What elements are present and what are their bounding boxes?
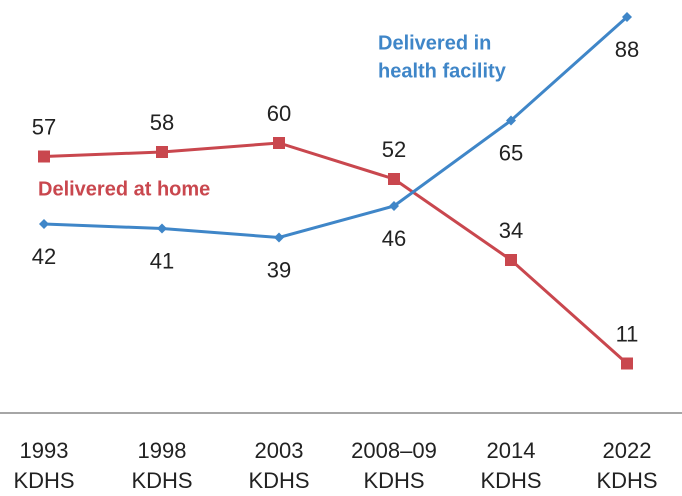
marker (506, 115, 516, 126)
series-label: health facility (378, 60, 507, 82)
marker (622, 12, 632, 22)
x-tick-label: KDHS (248, 468, 309, 493)
marker (274, 232, 284, 243)
x-tick-label: 2014 (487, 438, 536, 463)
series-line (43, 15, 628, 240)
x-tick-label: KDHS (596, 468, 657, 493)
value-label: 39 (267, 257, 291, 282)
value-label: 52 (382, 137, 406, 162)
series-line (43, 141, 628, 365)
value-label: 88 (615, 37, 639, 62)
x-tick-label: KDHS (363, 468, 424, 493)
x-tick-label: KDHS (480, 468, 541, 493)
value-label: 60 (267, 101, 291, 126)
value-label: 46 (382, 226, 406, 251)
marker (157, 223, 167, 234)
marker (39, 219, 49, 229)
marker (388, 173, 400, 185)
marker (156, 146, 168, 158)
value-label: 42 (32, 244, 56, 269)
value-label: 57 (32, 114, 56, 139)
value-label: 41 (150, 248, 174, 273)
marker (505, 254, 517, 266)
marker (38, 150, 50, 163)
value-label: 34 (499, 218, 523, 243)
marker (389, 201, 399, 211)
x-tick-label: 1993 (20, 438, 69, 463)
x-tick-label: 2008–09 (351, 438, 437, 463)
marker (621, 357, 633, 370)
series-label: Delivered at home (38, 178, 210, 200)
value-label: 11 (616, 321, 639, 346)
x-tick-label: 2022 (603, 438, 652, 463)
value-label: 58 (150, 110, 174, 135)
x-tick-label: 2003 (255, 438, 304, 463)
series-label: Delivered in (378, 32, 491, 54)
x-tick-label: KDHS (13, 468, 74, 493)
value-label: 65 (499, 140, 523, 165)
x-tick-label: 1998 (138, 438, 187, 463)
x-tick-label: KDHS (131, 468, 192, 493)
marker (273, 137, 285, 149)
